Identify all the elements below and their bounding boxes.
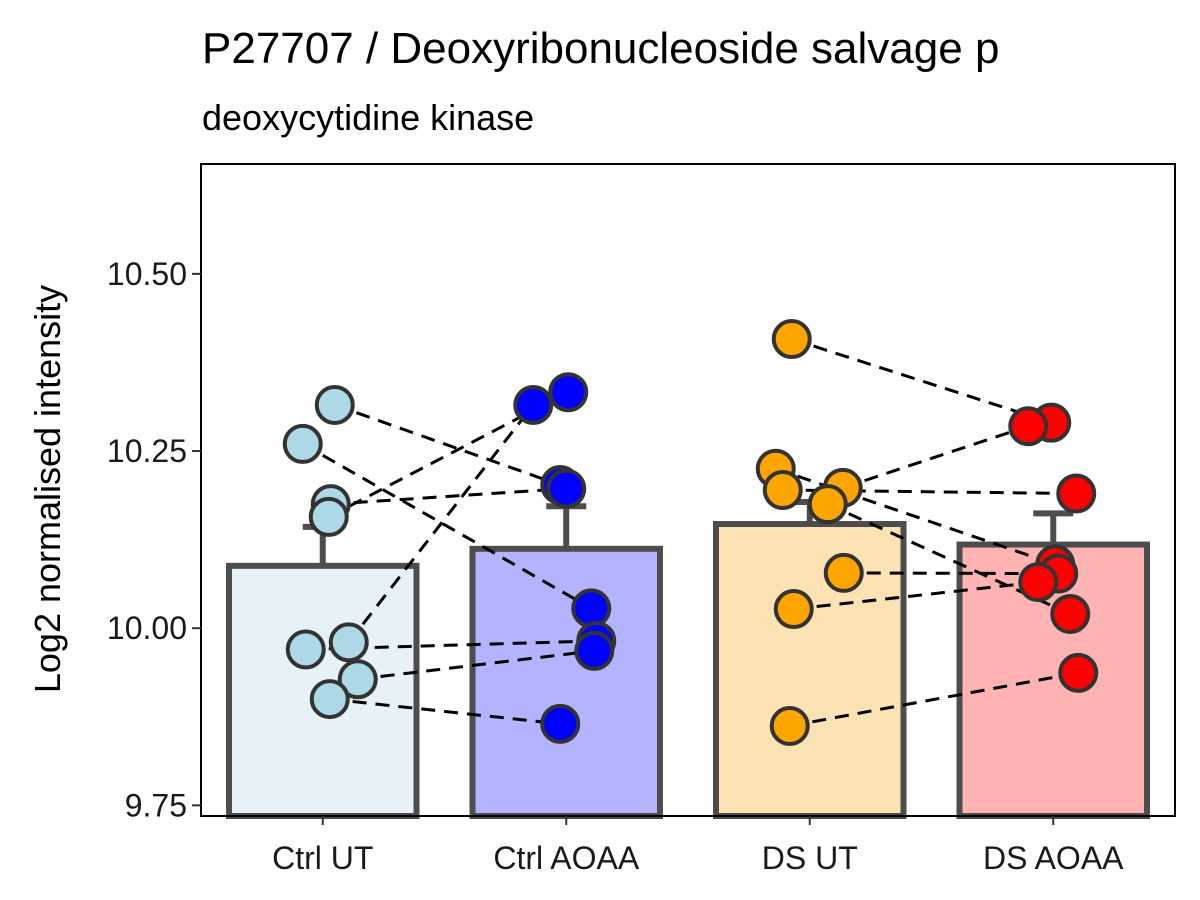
y-tick-label: 10.50	[107, 256, 187, 292]
points-layer	[282, 319, 1099, 746]
pair-line	[775, 467, 1056, 566]
chart-title: P27707 / Deoxyribonucleoside salvage p	[202, 24, 999, 73]
plot-panel-border	[200, 163, 1176, 817]
data-point	[546, 468, 587, 509]
data-point	[337, 659, 378, 700]
bar	[713, 521, 907, 819]
data-point	[769, 705, 810, 746]
data-point	[571, 588, 612, 629]
chart-subtitle: deoxycytidine kinase	[202, 97, 534, 138]
data-point	[548, 372, 589, 413]
y-axis-label: Log2 normalised intensity	[27, 285, 68, 693]
data-point	[771, 319, 812, 360]
pair-line	[329, 697, 561, 726]
data-point	[328, 622, 369, 663]
x-tick-label: DS UT	[762, 840, 858, 876]
pair-line	[791, 337, 1052, 425]
data-point	[1056, 473, 1097, 514]
data-point	[807, 484, 848, 525]
data-point	[540, 703, 581, 744]
pair-line	[843, 571, 1059, 576]
data-point	[1050, 594, 1091, 635]
pair-line	[334, 403, 561, 487]
pair-line	[793, 580, 1039, 611]
data-point	[823, 552, 864, 593]
bar	[469, 545, 663, 819]
pair-lines-layer	[302, 337, 1079, 728]
data-point	[285, 629, 326, 670]
pair-line	[357, 649, 595, 681]
y-tick-label: 9.75	[125, 787, 187, 823]
data-point	[309, 679, 350, 720]
data-point	[773, 589, 814, 630]
data-point	[308, 496, 349, 537]
axes-layer: 9.75 10.00 10.25 10.50 Ctrl UT Ctrl AOAA DS UT…	[107, 256, 1124, 876]
data-point	[314, 384, 355, 425]
x-tick-label: Ctrl UT	[272, 840, 373, 876]
pair-line	[330, 487, 567, 506]
y-tick-label: 10.00	[107, 610, 187, 646]
pair-line	[842, 424, 1029, 490]
data-point	[762, 470, 803, 510]
data-point	[574, 630, 615, 671]
data-point	[1058, 652, 1099, 693]
data-point	[282, 423, 323, 464]
data-point	[1008, 406, 1049, 447]
x-tick-label: Ctrl AOAA	[493, 840, 639, 876]
x-tick-label: DS AOAA	[983, 840, 1124, 876]
pair-line	[302, 442, 592, 610]
pair-line	[789, 671, 1079, 728]
y-tick-label: 10.25	[107, 433, 187, 469]
data-point	[513, 384, 554, 425]
pair-line	[347, 404, 535, 644]
bar	[956, 541, 1150, 819]
data-point	[1018, 562, 1059, 603]
